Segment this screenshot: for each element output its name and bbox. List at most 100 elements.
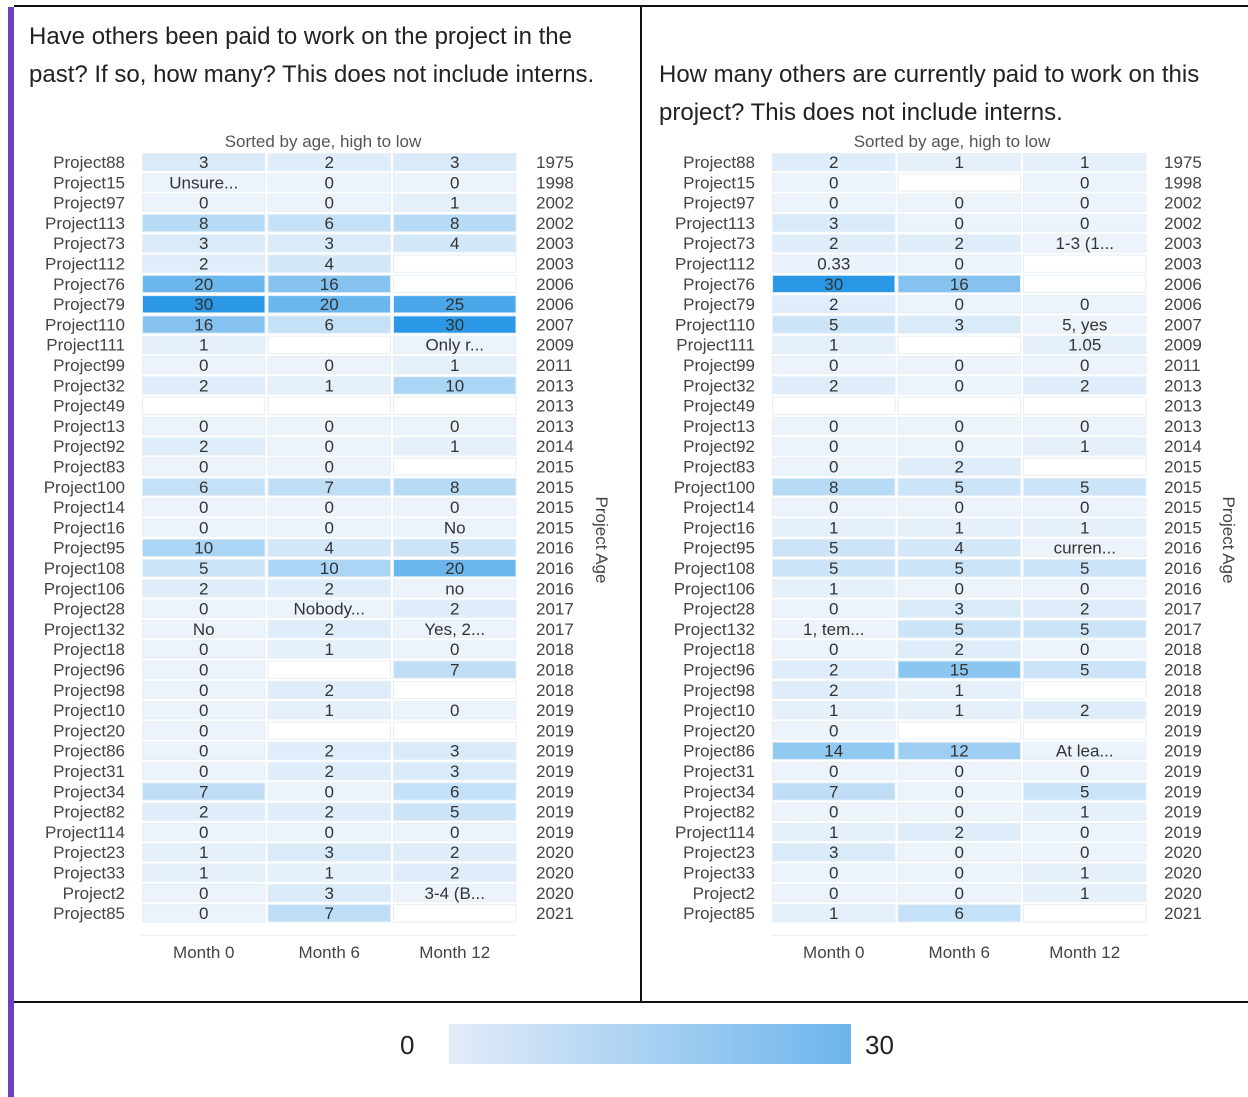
heatmap-cell (1023, 538, 1147, 558)
heatmap-cell (897, 822, 1021, 842)
heatmap-cell (772, 356, 896, 375)
heatmap-cell (1023, 619, 1147, 639)
cell-value: 1-3 (1... (1055, 234, 1114, 253)
heatmap-cell (897, 701, 1021, 720)
heatmap-cell (142, 904, 266, 923)
cell-value: 0 (955, 803, 964, 822)
heatmap-cell (897, 193, 1021, 212)
heatmap-cell (1023, 883, 1147, 903)
age-label: 2017 (1164, 600, 1202, 619)
row-label: Project92 (683, 437, 755, 456)
heatmap-cell (1023, 802, 1147, 821)
heatmap-cell (897, 782, 1021, 801)
cell-value: 2 (325, 579, 334, 598)
cell-value: 5 (829, 315, 838, 334)
heatmap-cell (267, 802, 391, 821)
age-label: 2007 (536, 315, 574, 334)
heatmap-cell (142, 579, 266, 598)
cell-value: 5 (829, 539, 838, 558)
heatmap-cell (267, 193, 391, 212)
heatmap-cell (393, 335, 517, 355)
cell-value: 0 (955, 884, 964, 903)
cell-value: 0 (1080, 295, 1089, 314)
cell-value: no (445, 579, 464, 598)
cell-value: At lea... (1056, 742, 1114, 761)
cell-value: 1 (199, 864, 208, 883)
age-label: 2020 (1164, 843, 1202, 862)
heatmap-cell (897, 680, 1021, 700)
cell-value: 1, tem... (803, 620, 864, 639)
heatmap-cell (1023, 153, 1147, 172)
cell-value: 1 (829, 518, 838, 537)
heatmap-cell (1023, 741, 1147, 761)
cell-value: No (193, 620, 215, 639)
row-label: Project20 (53, 721, 125, 740)
age-label: 2019 (536, 742, 574, 761)
row-label: Project112 (675, 255, 755, 274)
cell-value: 1 (955, 153, 964, 172)
row-label: Project97 (53, 194, 125, 213)
heatmap-cell (142, 234, 266, 253)
heatmap-cell (1023, 416, 1147, 436)
age-label: 2016 (536, 559, 574, 578)
row-label: Project88 (53, 153, 125, 172)
right-axis-title: Project Age (1219, 497, 1238, 584)
heatmap-cell (142, 863, 266, 882)
heatmap-cell (897, 274, 1021, 294)
cell-value: 7 (325, 478, 334, 497)
age-label: 2018 (1164, 640, 1202, 659)
row-label: Project23 (683, 843, 755, 862)
age-label: 2015 (1164, 458, 1202, 477)
cell-value: 6 (955, 904, 964, 923)
age-label: 2021 (1164, 904, 1202, 923)
cell-value: 30 (824, 275, 843, 294)
cell-value: 5 (955, 478, 964, 497)
cell-value: 3 (450, 762, 459, 781)
cell-value: 3 (450, 153, 459, 172)
heatmap-cell (772, 498, 896, 517)
row-label: Project76 (53, 275, 125, 294)
age-label: 2007 (1164, 315, 1202, 334)
cell-value: 7 (199, 782, 208, 801)
row-label: Project98 (53, 681, 125, 700)
heatmap-cell (267, 619, 391, 639)
row-label: Project92 (53, 437, 125, 456)
heatmap-cell (393, 599, 517, 618)
heatmap-cell (267, 518, 391, 537)
heatmap-cell (1023, 518, 1147, 537)
row-label: Project31 (53, 762, 125, 781)
cell-value: 1 (955, 701, 964, 720)
age-label: 2018 (536, 681, 574, 700)
heatmap-cell (897, 335, 1021, 355)
cell-value: 2 (450, 843, 459, 862)
heatmap-cell (142, 437, 266, 456)
cell-value: 5 (450, 539, 459, 558)
cell-value: 3-4 (B... (425, 884, 485, 903)
row-label: Project31 (683, 762, 755, 781)
heatmap-cell (267, 335, 391, 355)
age-label: 2013 (536, 417, 574, 436)
heatmap-cell (393, 721, 517, 740)
heatmap-cell (772, 234, 896, 253)
heatmap-cell (1023, 295, 1147, 314)
heatmap-cell (267, 660, 391, 679)
top-divider (14, 5, 1248, 7)
row-label: Project85 (683, 904, 755, 923)
heatmap-cell (1023, 782, 1147, 801)
column-label: Month 12 (419, 943, 490, 962)
heatmap-cell (772, 640, 896, 659)
heatmap-cell (772, 599, 896, 618)
heatmap-cell (393, 295, 517, 314)
cell-value: 0 (199, 823, 208, 842)
age-label: 2019 (536, 823, 574, 842)
cell-value: 2 (829, 153, 838, 172)
cell-value: 0 (829, 173, 838, 192)
age-label: 2019 (1164, 762, 1202, 781)
age-label: 2009 (1164, 336, 1202, 355)
heatmap-cell (772, 619, 896, 639)
column-label: Month 0 (803, 943, 864, 962)
cell-value: 0 (829, 194, 838, 213)
heatmap-cell (393, 376, 517, 395)
age-label: 2003 (1164, 255, 1202, 274)
heatmap-cell (772, 802, 896, 821)
